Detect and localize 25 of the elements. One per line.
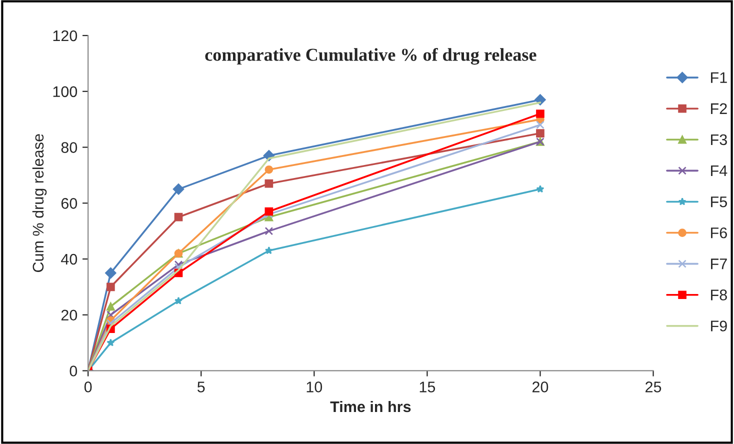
y-tick-label: 40	[61, 254, 78, 265]
legend-label: F1	[711, 72, 727, 83]
x-tick-label: 10	[306, 382, 322, 392]
legend-label: F4	[711, 166, 728, 176]
x-tick-label: 0	[84, 382, 92, 392]
legend-label: F9	[711, 320, 727, 332]
y-tick-label: 120	[53, 30, 78, 42]
x-tick-label: 20	[532, 382, 548, 392]
legend-label: F8	[711, 290, 727, 300]
text: comparative Cumulative % of drug release	[205, 48, 536, 65]
y-tick-label: 80	[61, 142, 78, 153]
legend-label: F6	[711, 227, 727, 238]
legend-label: F3	[711, 134, 727, 146]
legend-label: F5	[711, 196, 727, 208]
x-tick-label: 25	[646, 382, 662, 392]
y-tick-label: 60	[61, 198, 78, 209]
y-tick-label: 20	[61, 310, 78, 321]
y-tick-label: 100	[53, 86, 78, 98]
x-axis-title: Time in hrs	[330, 400, 411, 412]
y-axis-title: Cum % drug release	[32, 134, 47, 272]
legend-label: F2	[711, 103, 727, 114]
y-tick-label: 0	[70, 366, 78, 376]
legend-label: F7	[711, 258, 727, 270]
x-tick-label: 15	[420, 382, 436, 392]
x-tick-label: 5	[197, 382, 205, 392]
